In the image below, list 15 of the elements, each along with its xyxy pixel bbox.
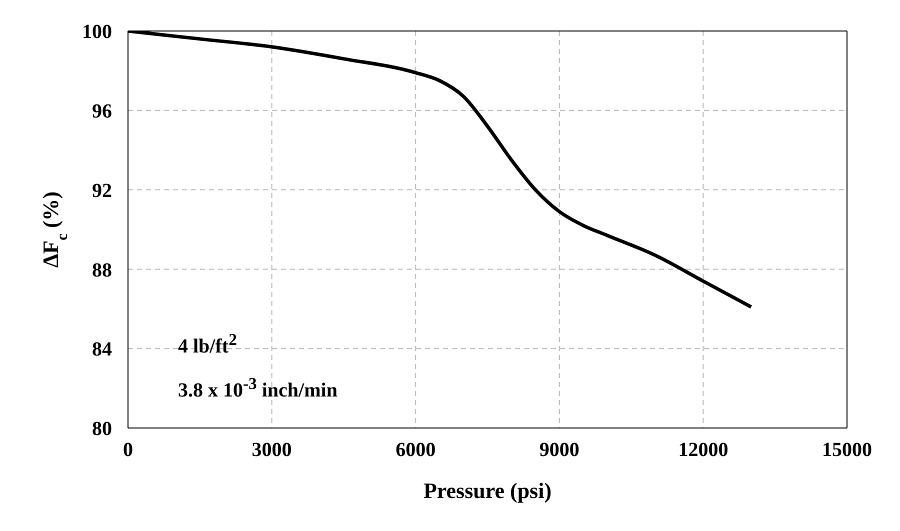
- y-tick-label: 84: [92, 338, 112, 361]
- x-tick-label: 0: [123, 439, 133, 462]
- x-tick-label: 6000: [396, 439, 436, 462]
- y-tick-label: 80: [92, 418, 112, 440]
- y-tick-label: 92: [92, 180, 112, 202]
- x-axis-title: Pressure (psi): [423, 478, 552, 503]
- y-tick-label: 100: [82, 21, 112, 44]
- x-tick-label: 12000: [678, 439, 728, 462]
- x-tick-label: 15000: [822, 439, 872, 462]
- annotation: 4 lb/ft$^{2}$: [178, 330, 237, 359]
- x-tick-label: 9000: [539, 439, 580, 462]
- y-tick-label: 96: [92, 100, 112, 122]
- y-tick-label: 88: [92, 259, 112, 282]
- annotation: 3.8 x 10$^{-3}$ inch/min: [178, 374, 338, 403]
- x-tick-label: 3000: [252, 439, 292, 462]
